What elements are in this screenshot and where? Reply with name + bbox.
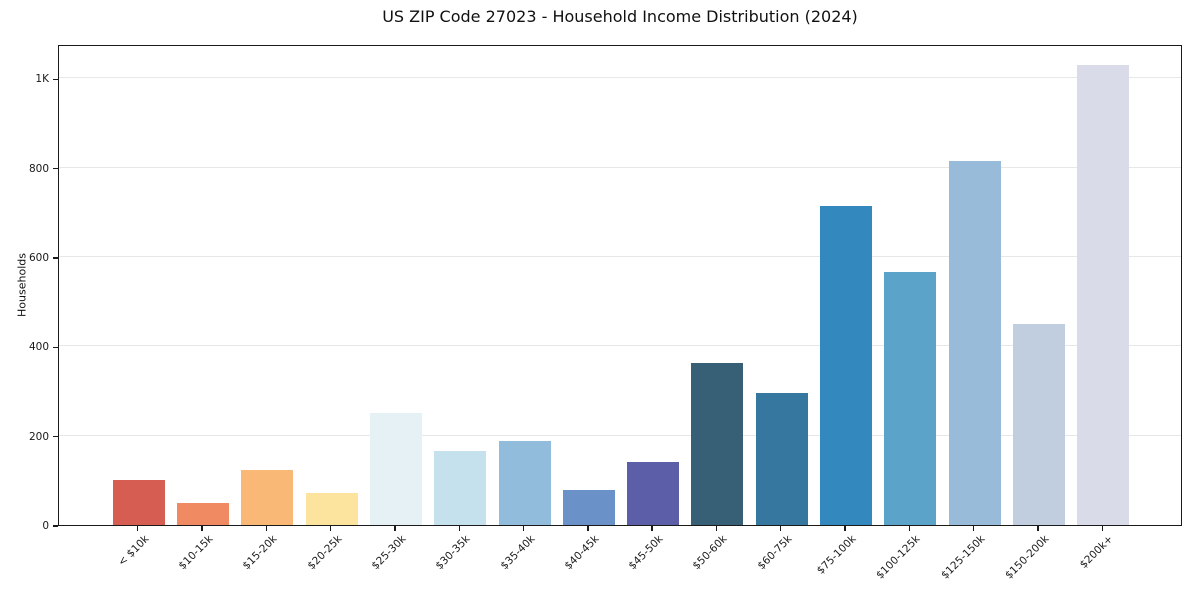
x-tick-mark-$100-125k xyxy=(908,526,911,531)
x-tick-label-$125-150k: $125-150k xyxy=(938,533,988,582)
x-tick-mark-$40-45k xyxy=(587,526,589,531)
bar-$15-20k xyxy=(241,470,294,525)
x-tick-mark-$200k+ xyxy=(1101,526,1104,531)
bar-$75-100k xyxy=(820,205,873,525)
bar-$20-25k xyxy=(305,492,358,525)
bar-$25-30k xyxy=(369,412,422,525)
bar-$40-45k xyxy=(562,490,615,525)
y-tick-mark-400 xyxy=(53,346,58,349)
x-tick-mark-$15-20k xyxy=(265,526,267,531)
x-tick-mark-$45-50k xyxy=(651,526,653,531)
y-tick-label-400: 400 xyxy=(28,341,49,354)
plot-area xyxy=(58,45,1182,526)
x-tick-label-$50-60k: $50-60k xyxy=(690,533,730,573)
x-tick-label-$10-15k: $10-15k xyxy=(176,533,216,573)
x-tick-mark-$30-35k xyxy=(458,526,460,531)
x-tick-label-< $10k: < $10k xyxy=(115,533,152,569)
bar-$35-40k xyxy=(498,441,551,525)
bar-< $10k xyxy=(112,480,165,525)
x-tick-mark-$50-60k xyxy=(715,526,718,531)
y-tick-mark-200 xyxy=(53,435,58,438)
x-tick-label-$100-125k: $100-125k xyxy=(874,533,923,582)
y-tick-mark-0 xyxy=(53,525,58,527)
bar-$60-75k xyxy=(755,392,808,525)
y-tick-label-200: 200 xyxy=(28,430,49,443)
bar-$45-50k xyxy=(627,462,680,525)
x-tick-label-$30-35k: $30-35k xyxy=(433,533,473,573)
y-tick-label-600: 600 xyxy=(28,252,49,265)
x-tick-label-$200k+: $200k+ xyxy=(1077,533,1116,571)
x-tick-label-$25-30k: $25-30k xyxy=(369,533,409,573)
x-tick-label-$40-45k: $40-45k xyxy=(562,533,602,573)
x-tick-mark-$60-75k xyxy=(780,526,782,531)
x-tick-label-$15-20k: $15-20k xyxy=(240,533,280,573)
x-tick-mark-$20-25k xyxy=(329,526,332,531)
bar-$125-150k xyxy=(948,161,1001,525)
x-tick-label-$60-75k: $60-75k xyxy=(755,533,795,573)
x-tick-label-$35-40k: $35-40k xyxy=(497,533,538,573)
x-tick-mark-$10-15k xyxy=(201,526,203,531)
gridline-600 xyxy=(59,256,1181,258)
bar-$100-125k xyxy=(884,272,937,525)
bar-$10-15k xyxy=(176,503,229,525)
x-tick-label-$20-25k: $20-25k xyxy=(304,533,345,573)
y-tick-mark-600 xyxy=(53,257,58,259)
chart-title: US ZIP Code 27023 - Household Income Dis… xyxy=(382,7,858,26)
x-tick-mark-$25-30k xyxy=(394,526,396,531)
bar-$150-200k xyxy=(1013,324,1066,525)
x-tick-label-$75-100k: $75-100k xyxy=(814,533,859,577)
gridline-1K xyxy=(59,77,1181,79)
y-axis-label: Households xyxy=(15,253,29,317)
x-tick-label-$150-200k: $150-200k xyxy=(1002,533,1052,582)
y-tick-label-800: 800 xyxy=(28,162,49,175)
bar-$30-35k xyxy=(434,451,487,525)
gridline-400 xyxy=(59,345,1181,347)
y-tick-mark-1K xyxy=(53,78,58,81)
y-tick-mark-800 xyxy=(53,168,58,170)
x-tick-mark-$150-200k xyxy=(1037,526,1039,531)
x-tick-mark-< $10k xyxy=(136,526,139,531)
x-tick-mark-$125-150k xyxy=(973,526,975,531)
y-tick-label-0: 0 xyxy=(42,520,49,532)
bar-$50-60k xyxy=(691,363,744,525)
gridline-200 xyxy=(59,434,1181,436)
y-tick-label-1K: 1K xyxy=(35,73,49,86)
gridline-800 xyxy=(59,166,1181,168)
bar-$200k+ xyxy=(1077,65,1130,525)
x-tick-mark-$35-40k xyxy=(522,526,525,531)
x-tick-mark-$75-100k xyxy=(844,526,846,531)
x-tick-label-$45-50k: $45-50k xyxy=(626,533,666,573)
